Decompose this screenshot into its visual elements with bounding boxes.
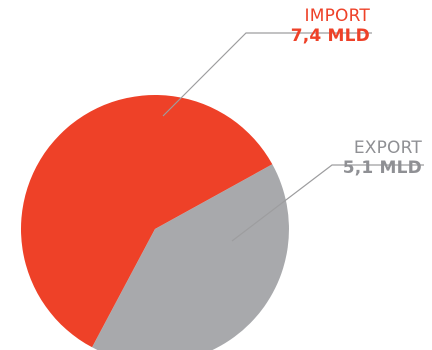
import-label: IMPORT 7,4 MLD [290,6,370,46]
import-label-name: IMPORT [304,6,370,26]
leader-lines [162,32,424,242]
export-label: EXPORT 5,1 MLD [342,138,422,178]
pie-slice-import [20,94,273,348]
export-label-name: EXPORT [353,138,422,158]
export-label-value: 5,1 MLD [342,157,422,178]
import-label-value: 7,4 MLD [290,25,370,46]
pie-slices [20,94,289,350]
pie-slice-export [92,164,289,350]
leader-line-import [162,32,372,117]
leader-line-export [231,164,424,242]
